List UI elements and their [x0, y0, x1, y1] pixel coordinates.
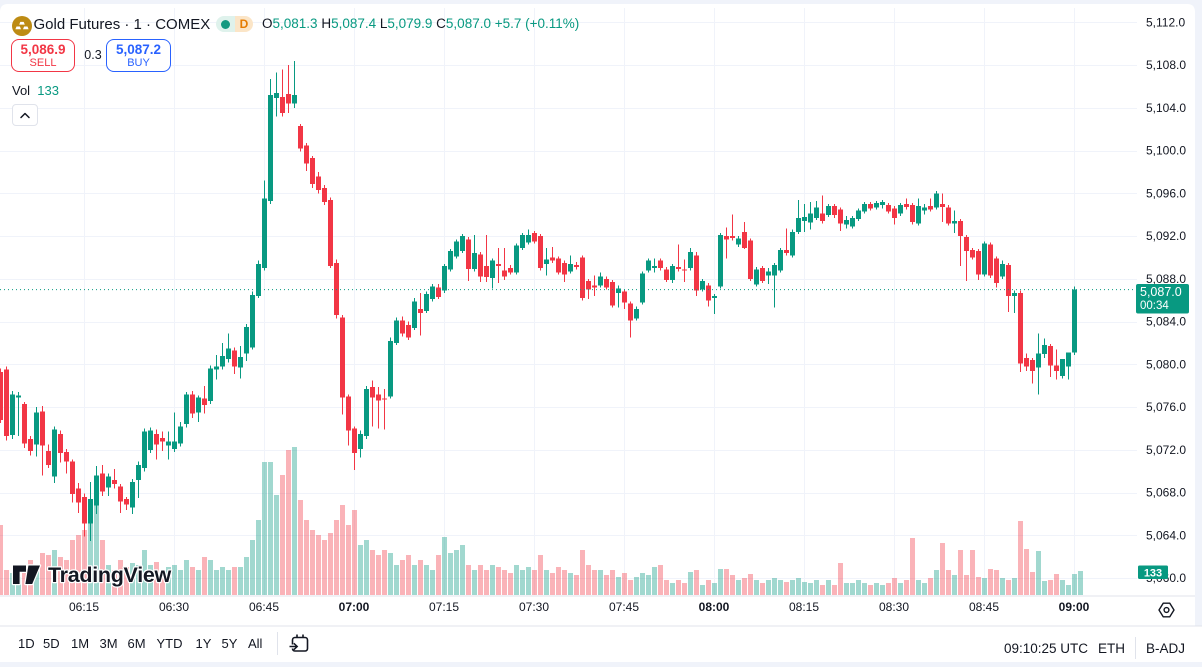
svg-text:5,104.0: 5,104.0: [1146, 101, 1186, 115]
svg-text:5,092.0: 5,092.0: [1146, 229, 1186, 243]
svg-text:07:45: 07:45: [609, 600, 639, 614]
svg-text:5,112.0: 5,112.0: [1146, 15, 1185, 29]
svg-text:06:15: 06:15: [69, 600, 99, 614]
svg-text:08:45: 08:45: [969, 600, 999, 614]
svg-text:00:34: 00:34: [1140, 300, 1169, 312]
svg-text:5,096.0: 5,096.0: [1146, 186, 1186, 200]
svg-text:07:15: 07:15: [429, 600, 459, 614]
svg-text:5,076.0: 5,076.0: [1146, 400, 1186, 414]
svg-text:07:00: 07:00: [339, 600, 370, 614]
svg-text:TradingView: TradingView: [48, 563, 172, 587]
svg-text:133: 133: [1144, 568, 1162, 580]
svg-text:5,084.0: 5,084.0: [1146, 315, 1186, 329]
svg-text:09:00: 09:00: [1059, 600, 1090, 614]
svg-text:5,087.0: 5,087.0: [1140, 285, 1182, 299]
svg-text:5,068.0: 5,068.0: [1146, 486, 1186, 500]
svg-text:5,100.0: 5,100.0: [1146, 144, 1186, 158]
svg-text:5,108.0: 5,108.0: [1146, 58, 1186, 72]
svg-text:07:30: 07:30: [519, 600, 549, 614]
svg-text:06:45: 06:45: [249, 600, 279, 614]
svg-text:08:15: 08:15: [789, 600, 819, 614]
svg-text:5,064.0: 5,064.0: [1146, 528, 1186, 542]
svg-text:08:30: 08:30: [879, 600, 909, 614]
svg-text:5,080.0: 5,080.0: [1146, 357, 1186, 371]
svg-text:5,088.0: 5,088.0: [1146, 272, 1186, 286]
svg-text:06:30: 06:30: [159, 600, 189, 614]
svg-text:5,072.0: 5,072.0: [1146, 443, 1186, 457]
svg-text:08:00: 08:00: [699, 600, 730, 614]
